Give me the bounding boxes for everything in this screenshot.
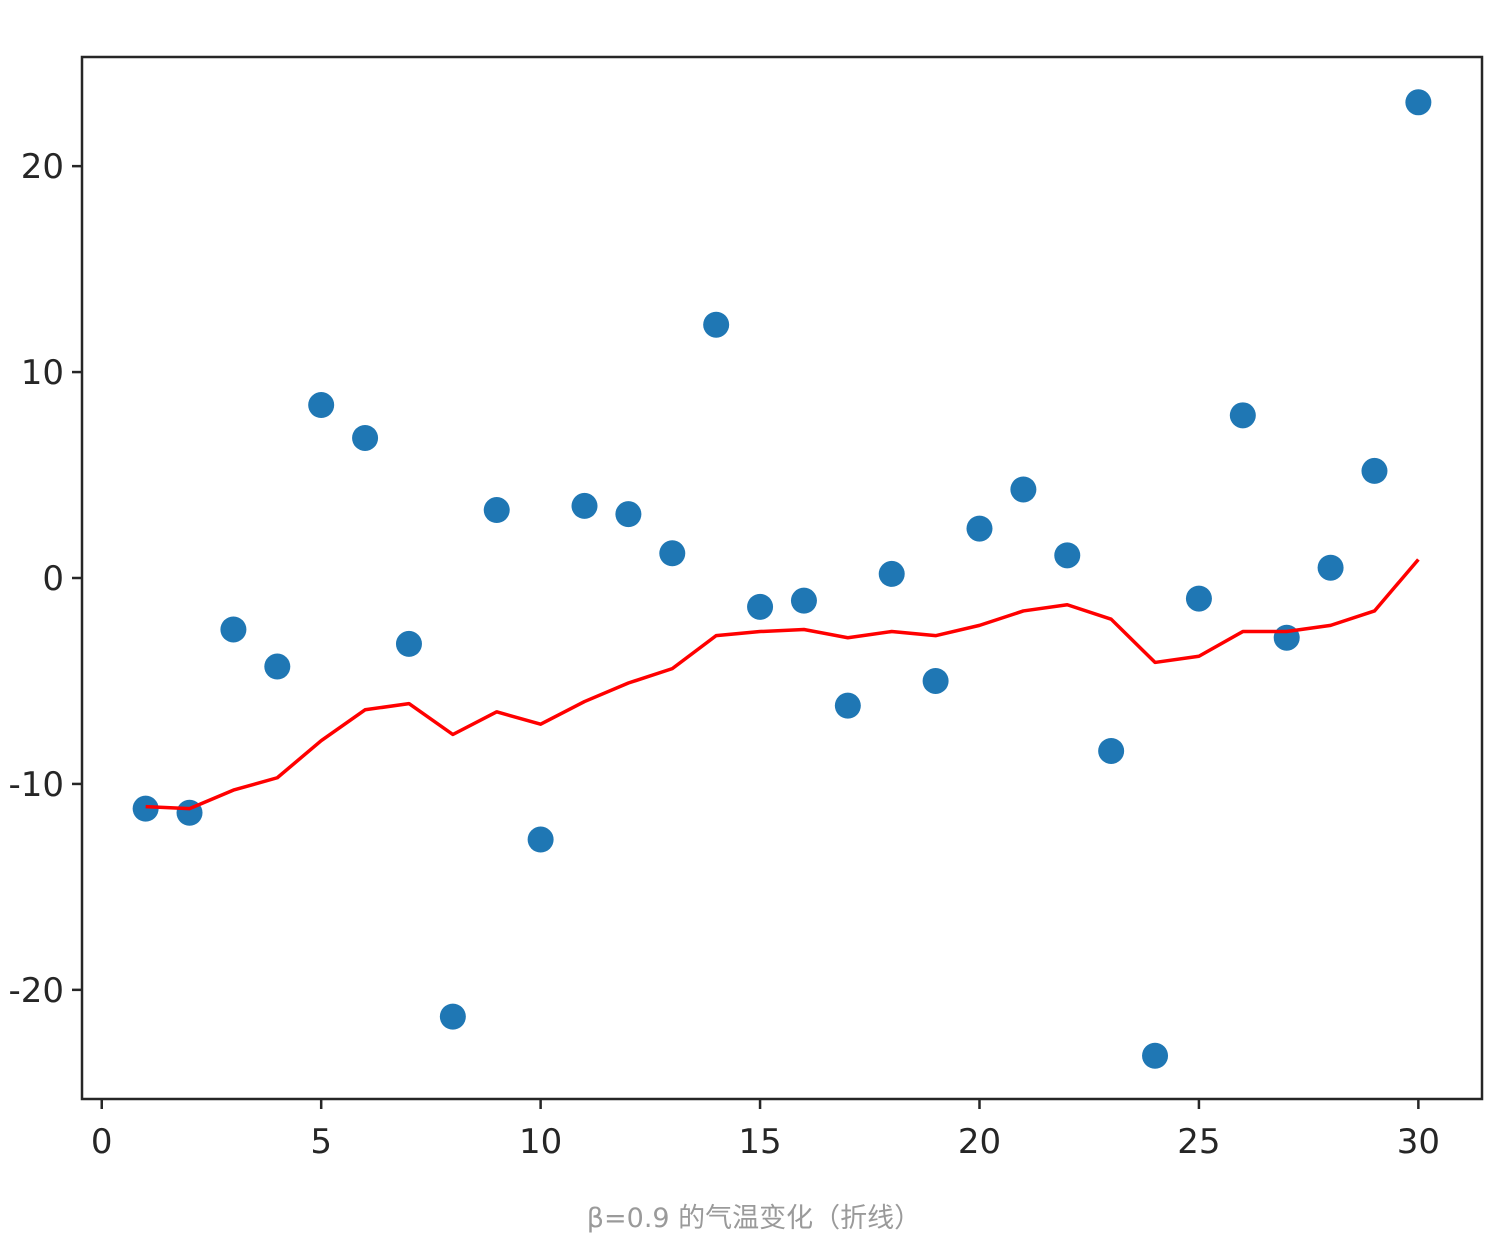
temperature-point bbox=[352, 424, 379, 451]
temperature-point bbox=[747, 593, 774, 620]
x-tick-label: 5 bbox=[310, 1122, 332, 1162]
temperature-point bbox=[966, 515, 993, 542]
x-tick-label: 30 bbox=[1397, 1122, 1440, 1162]
temperature-point bbox=[659, 540, 686, 567]
temperature-point bbox=[1229, 402, 1256, 429]
plot-area bbox=[132, 89, 1432, 1069]
temperature-point bbox=[527, 826, 554, 853]
x-tick-label: 20 bbox=[958, 1122, 1001, 1162]
temperature-point bbox=[571, 492, 598, 519]
y-tick-label: 0 bbox=[42, 559, 64, 599]
temperature-point bbox=[1142, 1042, 1169, 1069]
temperature-point bbox=[132, 795, 159, 822]
temperature-point bbox=[395, 630, 422, 657]
temperature-point bbox=[1361, 457, 1388, 484]
temperature-point bbox=[1317, 554, 1344, 581]
smoothed-temperature-line bbox=[145, 558, 1420, 811]
y-axis: -20 -10 0 10 20 bbox=[8, 147, 82, 1011]
temperature-chart: 0 5 10 15 20 25 30 -20 -10 0 10 20 bbox=[8, 55, 1484, 1162]
x-tick-label: 15 bbox=[738, 1122, 781, 1162]
temperature-point bbox=[264, 653, 291, 680]
temperature-point bbox=[483, 497, 510, 524]
y-tick-label: -10 bbox=[8, 765, 64, 805]
temperature-point bbox=[220, 616, 247, 643]
temperature-point bbox=[1054, 542, 1081, 569]
x-tick-label: 0 bbox=[91, 1122, 113, 1162]
x-axis: 0 5 10 15 20 25 30 bbox=[91, 1099, 1440, 1162]
temperature-point bbox=[1010, 476, 1037, 503]
y-tick-label: -20 bbox=[8, 971, 64, 1011]
temperature-point bbox=[790, 587, 817, 614]
y-tick-label: 20 bbox=[21, 147, 64, 187]
x-tick-label: 10 bbox=[519, 1122, 562, 1162]
temperature-point bbox=[439, 1003, 466, 1030]
temperature-point bbox=[308, 392, 335, 419]
y-tick-label: 10 bbox=[21, 353, 64, 393]
axes-frame bbox=[80, 55, 1484, 1101]
temperature-point bbox=[1405, 89, 1432, 116]
temperature-point bbox=[834, 692, 861, 719]
temperature-point bbox=[615, 501, 642, 528]
temperature-point bbox=[878, 560, 905, 587]
temperature-point bbox=[703, 311, 730, 338]
temperature-point bbox=[922, 667, 949, 694]
temperature-point bbox=[1185, 585, 1212, 612]
figure-caption: β=0.9 的气温变化（折线） bbox=[586, 1203, 922, 1234]
x-tick-label: 25 bbox=[1177, 1122, 1220, 1162]
temperature-point bbox=[1098, 737, 1125, 764]
